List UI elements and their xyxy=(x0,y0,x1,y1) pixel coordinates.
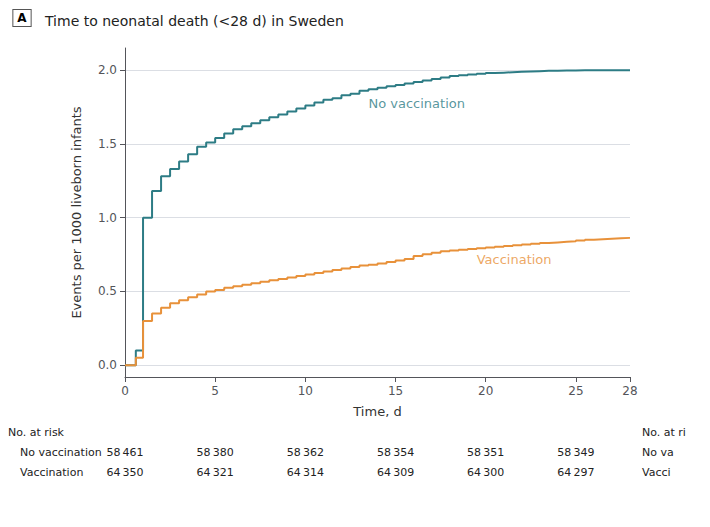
svg-text:10: 10 xyxy=(298,384,313,398)
svg-text:20: 20 xyxy=(478,384,493,398)
svg-text:A: A xyxy=(17,11,27,25)
svg-text:No vaccination: No vaccination xyxy=(368,96,464,111)
svg-text:Vaccination: Vaccination xyxy=(20,466,83,479)
svg-text:Time, d: Time, d xyxy=(352,404,401,419)
svg-text:28: 28 xyxy=(622,384,637,398)
svg-text:0.5: 0.5 xyxy=(98,284,117,298)
svg-text:58 349: 58 349 xyxy=(557,446,594,459)
svg-text:64 350: 64 350 xyxy=(106,466,143,479)
svg-text:58 354: 58 354 xyxy=(377,446,414,459)
svg-text:No. at ri: No. at ri xyxy=(642,426,686,439)
svg-text:1.0: 1.0 xyxy=(98,211,117,225)
svg-text:1.5: 1.5 xyxy=(98,137,117,151)
svg-text:15: 15 xyxy=(388,384,403,398)
svg-text:58 351: 58 351 xyxy=(467,446,504,459)
svg-text:0: 0 xyxy=(121,384,129,398)
svg-text:5: 5 xyxy=(211,384,219,398)
svg-text:58 380: 58 380 xyxy=(197,446,234,459)
svg-text:Vaccination: Vaccination xyxy=(477,252,552,267)
svg-text:64 300: 64 300 xyxy=(467,466,504,479)
svg-text:58 461: 58 461 xyxy=(106,446,143,459)
svg-text:No. at risk: No. at risk xyxy=(8,426,65,439)
svg-text:64 321: 64 321 xyxy=(197,466,234,479)
svg-text:Events per 1000 liveborn infan: Events per 1000 liveborn infants xyxy=(69,106,84,318)
svg-text:No va: No va xyxy=(642,446,674,459)
svg-text:No vaccination: No vaccination xyxy=(20,446,102,459)
svg-text:58 362: 58 362 xyxy=(287,446,324,459)
svg-text:0.0: 0.0 xyxy=(98,358,117,372)
svg-text:2.0: 2.0 xyxy=(98,63,117,77)
svg-text:64 314: 64 314 xyxy=(287,466,324,479)
svg-text:Vacci: Vacci xyxy=(642,466,671,479)
svg-text:64 309: 64 309 xyxy=(377,466,414,479)
svg-text:Time to neonatal death (<28 d): Time to neonatal death (<28 d) in Sweden xyxy=(44,13,344,29)
svg-text:25: 25 xyxy=(568,384,583,398)
svg-text:64 297: 64 297 xyxy=(557,466,594,479)
